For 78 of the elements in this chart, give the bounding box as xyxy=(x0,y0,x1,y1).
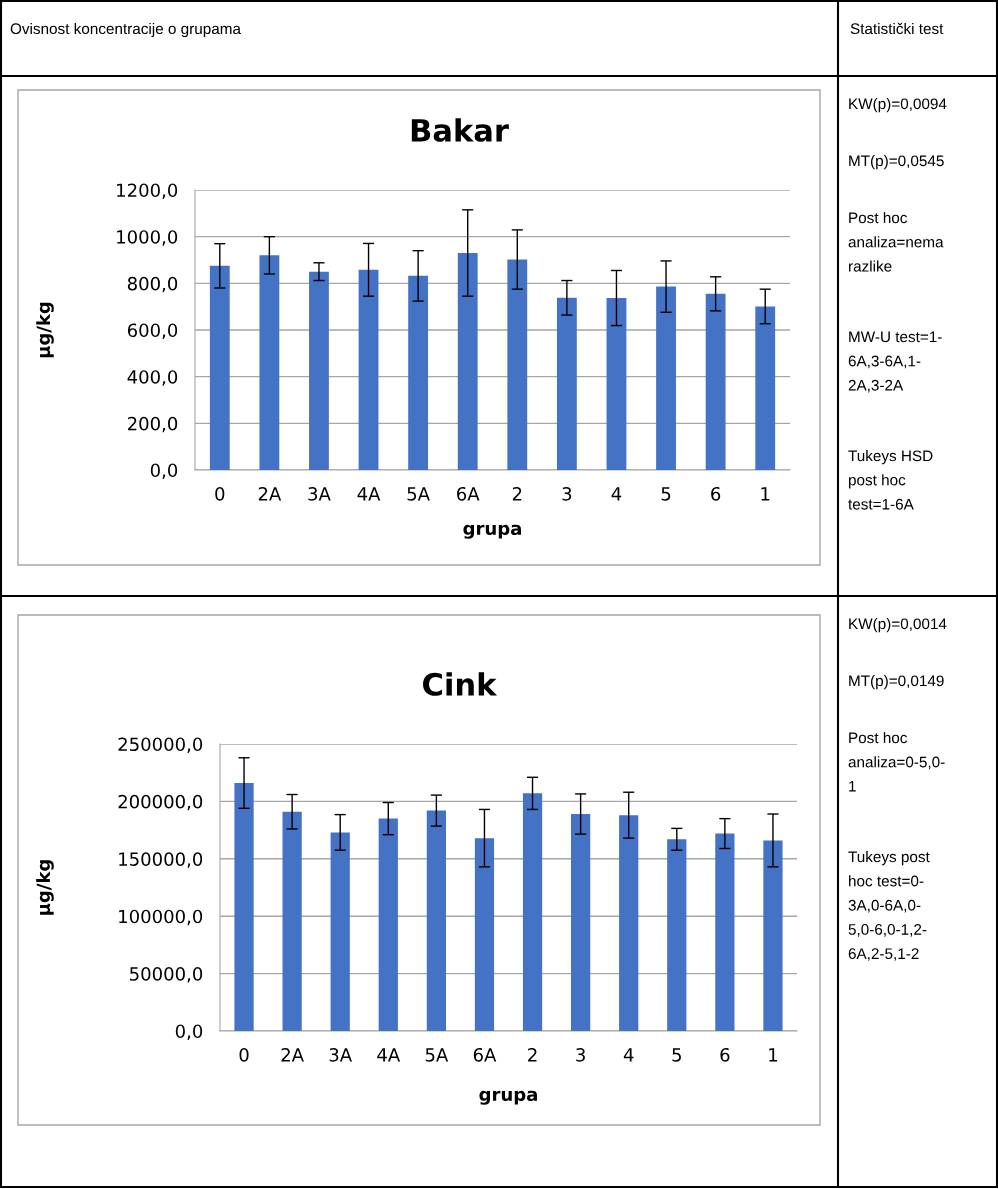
bar xyxy=(330,832,350,1031)
y-tick-label: 800,0 xyxy=(127,276,178,293)
x-tick-label: 4A xyxy=(357,487,381,501)
y-tick-label: 250000,0 xyxy=(118,737,203,753)
bar xyxy=(606,298,627,470)
x-tick-label: 0 xyxy=(239,1047,249,1062)
bar xyxy=(426,810,446,1031)
bar xyxy=(209,265,230,470)
text: Post hoc analiza=0-5,0- 1 xyxy=(848,732,945,792)
bar xyxy=(619,815,639,1031)
x-tick-label: 6 xyxy=(720,1047,730,1062)
bar xyxy=(378,818,398,1031)
bar xyxy=(571,814,591,1031)
bar xyxy=(656,286,676,470)
x-tick-label: 2A xyxy=(258,486,282,501)
text: MW-U test=1- 6A,3-6A,1- 2A,3-2A xyxy=(848,331,942,393)
chart-title: Bakar xyxy=(411,118,509,142)
text: MT(p)=0,0545 xyxy=(849,155,944,170)
y-tick-label: 150000,0 xyxy=(119,852,203,868)
x-tick-label: 0 xyxy=(215,486,225,501)
x-tick-label: 2 xyxy=(512,486,522,501)
x-tick-label: 2A xyxy=(281,1047,304,1062)
bar xyxy=(234,783,254,1031)
bar xyxy=(358,269,379,470)
x-tick-label: 3 xyxy=(562,486,572,501)
y-tick-label: 200,0 xyxy=(127,416,178,433)
bar xyxy=(667,839,687,1031)
x-tick-label: 6A xyxy=(457,486,480,501)
bar xyxy=(755,306,776,470)
x-tick-label: 1 xyxy=(761,487,770,501)
x-tick-label: 6 xyxy=(711,486,721,501)
x-tick-label: 4 xyxy=(611,487,622,501)
bar xyxy=(705,293,726,470)
x-tick-label: 4 xyxy=(623,1048,634,1062)
y-axis-title: µg/kg xyxy=(36,860,54,915)
bar xyxy=(507,259,528,470)
bar xyxy=(309,271,329,470)
y-tick-label: 0,0 xyxy=(175,1024,203,1040)
x-tick-label: 5A xyxy=(425,1048,449,1062)
x-tick-label: 3 xyxy=(576,1047,585,1062)
x-tick-label: 5A xyxy=(407,487,430,501)
y-tick-label: 100000,0 xyxy=(119,909,203,926)
bar xyxy=(715,833,735,1031)
x-tick-label: 4A xyxy=(377,1048,401,1062)
text: KW(p)=0,0014 xyxy=(849,618,947,633)
text: Statistički test xyxy=(850,22,944,35)
bar xyxy=(408,275,429,470)
y-tick-label: 600,0 xyxy=(127,323,178,339)
bar xyxy=(474,838,495,1031)
bar xyxy=(763,840,783,1031)
y-tick-label: 200000,0 xyxy=(118,794,203,811)
x-tick-label: 3A xyxy=(308,486,331,501)
x-tick-label: 5 xyxy=(672,1048,681,1062)
y-tick-label: 0,0 xyxy=(150,463,178,479)
x-tick-label: 3A xyxy=(329,1047,352,1062)
text: Tukeys post hoc test=0- 3A,0-6A,0- 5,0-6,0-1,2- 6A,2-5,1-2 xyxy=(848,851,930,961)
bar xyxy=(259,255,280,470)
bar xyxy=(556,297,577,470)
text: MT(p)=0,0149 xyxy=(849,675,944,690)
y-tick-label: 1200,0 xyxy=(117,183,178,199)
chart-title: Cink xyxy=(423,672,498,696)
y-tick-label: 50000,0 xyxy=(130,967,203,983)
text: KW(p)=0,0094 xyxy=(849,98,947,113)
bar xyxy=(282,811,302,1031)
x-tick-label: 1 xyxy=(769,1048,778,1062)
x-tick-label: 5 xyxy=(661,487,671,501)
text: Ovisnost koncentracije o grupama xyxy=(10,22,241,38)
bar xyxy=(457,253,478,470)
y-tick-label: 1000,0 xyxy=(117,230,178,246)
x-tick-label: 6A xyxy=(473,1047,497,1062)
x-axis-title: grupa xyxy=(463,524,521,539)
x-axis-title: grupa xyxy=(479,1090,537,1105)
text: Post hoc analiza=nema razlike xyxy=(848,212,944,272)
text: Tukeys HSD post hoc test=1-6A xyxy=(848,450,933,510)
y-axis-title: µg/kg xyxy=(36,302,54,358)
x-tick-label: 2 xyxy=(528,1047,537,1062)
bar xyxy=(522,793,543,1031)
y-tick-label: 400,0 xyxy=(127,370,178,386)
